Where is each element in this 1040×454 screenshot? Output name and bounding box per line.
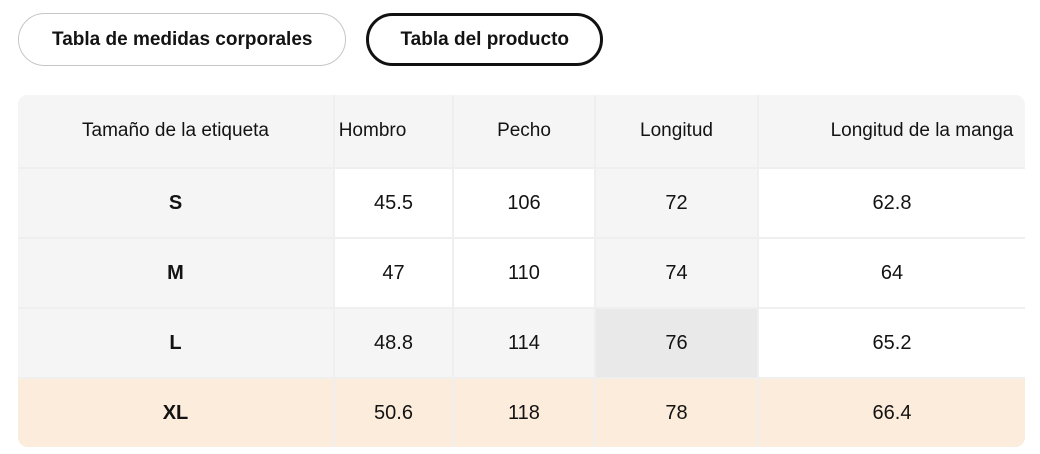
row-m-chest-cell: 110 <box>454 239 594 307</box>
col-header-shoulder: Hombro <box>335 95 452 167</box>
row-xl-sleeve-cell: 66.4 <box>759 379 1025 447</box>
row-xl-size-cell: XL <box>18 379 333 447</box>
row-s-size-cell: S <box>18 169 333 237</box>
col-header-chest-text: Pecho <box>497 120 551 141</box>
col-header-chest: Pecho <box>454 95 594 167</box>
row-s-sleeve-cell: 62.8 <box>759 169 1025 237</box>
col-header-label-size: Tamaño de la etiqueta <box>18 95 333 167</box>
row-s-chest-cell: 106 <box>454 169 594 237</box>
row-l-chest-cell: 114 <box>454 309 594 377</box>
row-m-size-cell: M <box>18 239 333 307</box>
row-xl-chest-cell: 118 <box>454 379 594 447</box>
row-s-length-cell: 72 <box>596 169 757 237</box>
col-header-shoulder-text: Hombro <box>338 120 407 141</box>
row-l-sleeve-cell: 65.2 <box>759 309 1025 377</box>
col-header-length-text: Longitud <box>640 120 713 141</box>
chart-tabs: Tabla de medidas corporales Tabla del pr… <box>18 13 1040 66</box>
row-l-shoulder-cell: 48.8 <box>335 309 452 377</box>
row-xl-length-cell: 78 <box>596 379 757 447</box>
row-l-size-cell: L <box>18 309 333 377</box>
row-m-shoulder-cell: 47 <box>335 239 452 307</box>
row-m-length-cell: 74 <box>596 239 757 307</box>
row-m-sleeve-cell: 64 <box>759 239 1025 307</box>
size-table-grid: Tamaño de la etiqueta Hombro Pecho Longi… <box>18 95 1025 447</box>
size-table[interactable]: Tamaño de la etiqueta Hombro Pecho Longi… <box>18 95 1025 447</box>
row-xl-shoulder-cell: 50.6 <box>335 379 452 447</box>
col-header-sleeve-length-text: Longitud de la manga <box>830 120 1014 141</box>
col-header-sleeve-length: Longitud de la manga <box>759 95 1025 167</box>
row-l-length-cell-highlighted: 76 <box>596 309 757 377</box>
tab-product-measurements[interactable]: Tabla del producto <box>366 13 604 66</box>
tab-body-measurements[interactable]: Tabla de medidas corporales <box>18 13 347 66</box>
col-header-label-size-text: Tamaño de la etiqueta <box>82 120 269 141</box>
row-s-shoulder-cell: 45.5 <box>335 169 452 237</box>
col-header-length: Longitud <box>596 95 757 167</box>
